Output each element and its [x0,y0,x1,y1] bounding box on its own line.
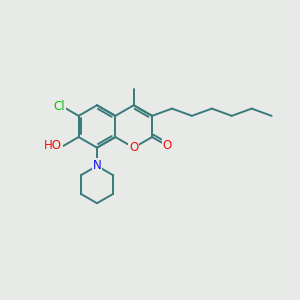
Text: Cl: Cl [53,100,65,113]
Text: O: O [163,139,172,152]
Text: HO: HO [44,140,62,152]
Text: N: N [93,159,101,172]
Text: O: O [129,141,138,154]
